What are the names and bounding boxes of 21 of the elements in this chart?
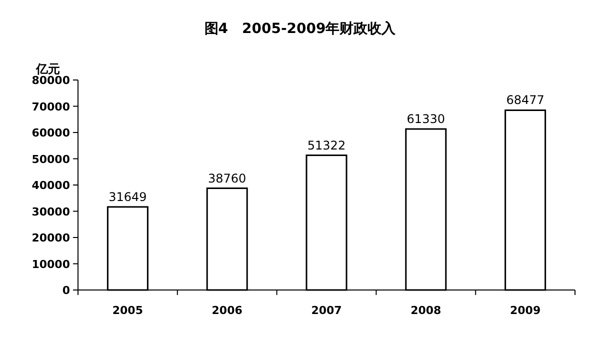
data-label: 51322 [307,138,346,152]
x-tick-label: 2008 [410,304,442,317]
data-label: 38760 [208,171,246,186]
data-label: 61330 [406,112,445,126]
y-tick-label: 80000 [32,74,70,87]
y-tick-label: 40000 [32,179,70,192]
y-tick-label: 70000 [32,100,70,114]
data-label: 31649 [108,190,147,204]
y-tick-label: 30000 [32,205,70,218]
x-tick-label: 2006 [212,304,243,317]
y-axis-title: 亿元 [35,62,60,76]
data-label: 68477 [506,93,544,108]
x-tick-label: 2007 [311,304,342,317]
y-tick-label: 10000 [32,258,70,271]
y-tick-label: 0 [62,284,70,297]
chart-title: 图4 2005-2009年财政收入 [204,21,397,37]
y-tick-label: 20000 [32,232,70,244]
x-tick-label: 2009 [510,304,541,317]
y-tick-label: 50000 [32,152,70,166]
y-tick-label: 60000 [32,126,70,140]
x-tick-label: 2005 [112,304,144,317]
